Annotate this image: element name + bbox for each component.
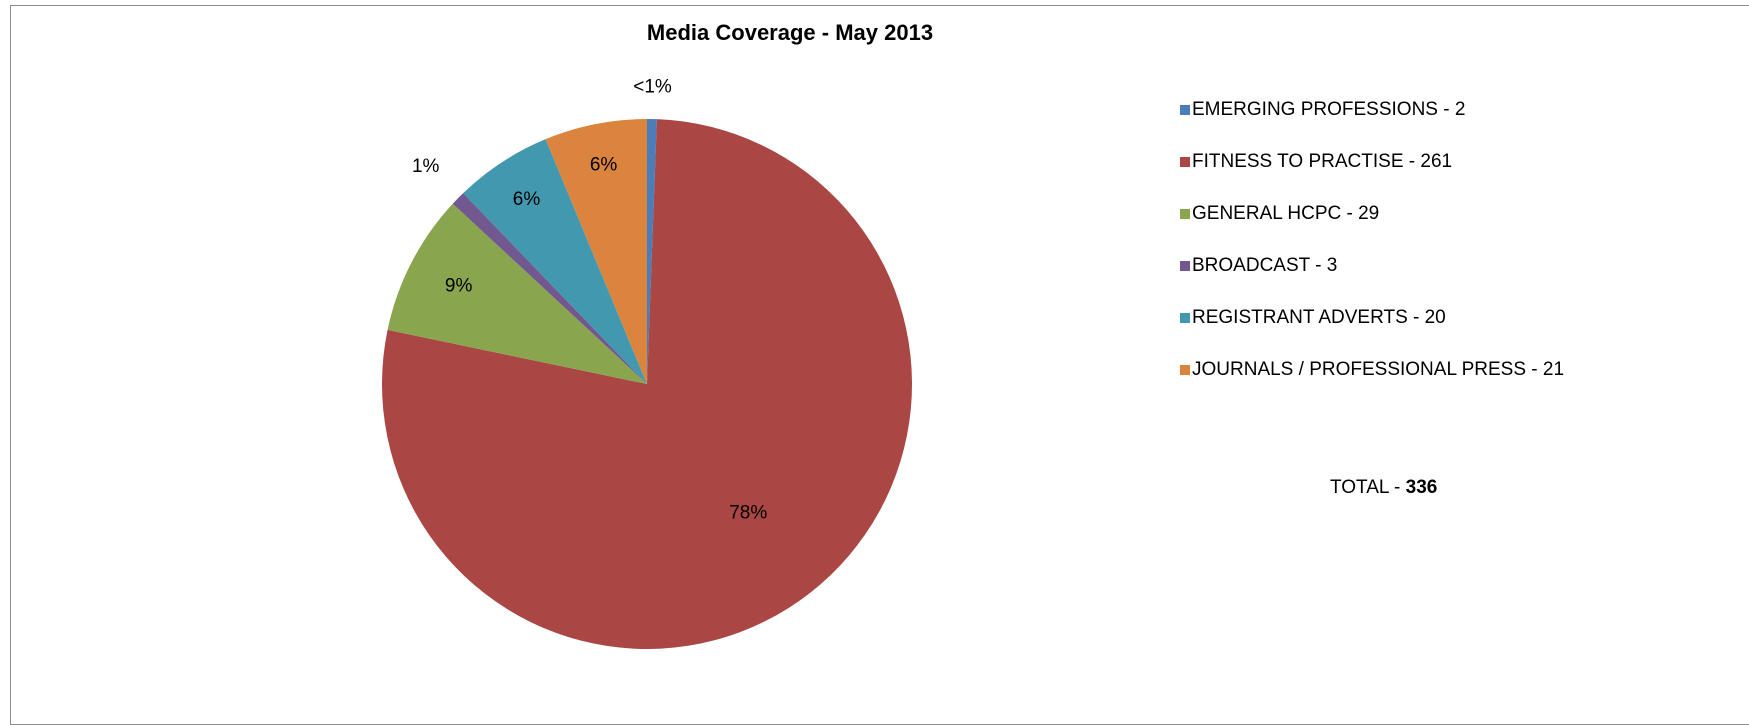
- total-line: TOTAL - 336: [1330, 477, 1437, 499]
- pie-slice-1: [647, 119, 657, 384]
- legend-item-4: BROADCAST - 3: [1180, 254, 1600, 278]
- total-label: TOTAL -: [1330, 477, 1406, 498]
- legend-item-2: FITNESS TO PRACTISE - 261: [1180, 150, 1600, 174]
- legend-label-5: REGISTRANT ADVERTS - 20: [1192, 307, 1446, 328]
- legend-swatch-3: [1180, 209, 1190, 219]
- legend-item-1: EMERGING PROFESSIONS - 2: [1180, 98, 1600, 122]
- pie-slice-5: [463, 139, 647, 384]
- pie-data-label-3: 9%: [445, 276, 473, 297]
- legend-item-5: REGISTRANT ADVERTS - 20: [1180, 306, 1600, 330]
- pie-data-label-5: 6%: [513, 189, 541, 210]
- legend-item-6: JOURNALS / PROFESSIONAL PRESS - 21: [1180, 358, 1600, 382]
- legend-swatch-6: [1180, 365, 1190, 375]
- pie-data-label-4: 1%: [412, 156, 440, 177]
- legend-swatch-4: [1180, 261, 1190, 271]
- legend-label-2: FITNESS TO PRACTISE - 261: [1192, 151, 1453, 172]
- legend-item-3: GENERAL HCPC - 29: [1180, 202, 1600, 226]
- total-value: 336: [1405, 477, 1438, 498]
- pie-slice-6: [545, 119, 647, 384]
- legend-swatch-2: [1180, 157, 1190, 167]
- pie-chart: <1% 78% 9% 1% 6% 6%: [381, 76, 913, 650]
- pie-data-label-6: 6%: [590, 155, 618, 176]
- legend-label-3: GENERAL HCPC - 29: [1192, 203, 1380, 224]
- legend-label-6: JOURNALS / PROFESSIONAL PRESS - 21: [1192, 359, 1565, 380]
- legend: EMERGING PROFESSIONS - 2 FITNESS TO PRACT…: [1180, 98, 1600, 410]
- pie-slice-3: [387, 203, 647, 384]
- legend-swatch-5: [1180, 313, 1190, 323]
- legend-label-1: EMERGING PROFESSIONS - 2: [1192, 99, 1466, 120]
- pie-slice-4: [452, 193, 647, 384]
- chart-title: Media Coverage - May 2013: [646, 20, 934, 45]
- pie-data-label-1: <1%: [633, 76, 672, 97]
- legend-swatch-1: [1180, 105, 1190, 115]
- pie-data-label-2: 78%: [729, 502, 767, 523]
- legend-label-4: BROADCAST - 3: [1192, 255, 1338, 276]
- pie-slice-2: [381, 119, 913, 650]
